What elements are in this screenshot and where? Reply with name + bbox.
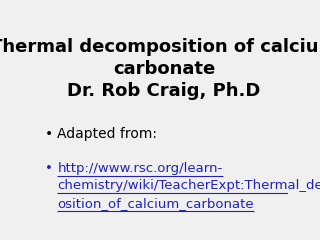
Text: Adapted from:: Adapted from: — [57, 127, 157, 141]
Text: http://www.rsc.org/learn-: http://www.rsc.org/learn- — [57, 162, 223, 175]
Text: •: • — [44, 127, 53, 141]
Text: osition_of_calcium_carbonate: osition_of_calcium_carbonate — [57, 197, 254, 210]
Text: Thermal decomposition of calcium
carbonate
Dr. Rob Craig, Ph.D: Thermal decomposition of calcium carbona… — [0, 38, 320, 101]
Text: •: • — [45, 162, 52, 175]
Text: chemistry/wiki/TeacherExpt:Thermal_decomp: chemistry/wiki/TeacherExpt:Thermal_decom… — [57, 180, 320, 192]
